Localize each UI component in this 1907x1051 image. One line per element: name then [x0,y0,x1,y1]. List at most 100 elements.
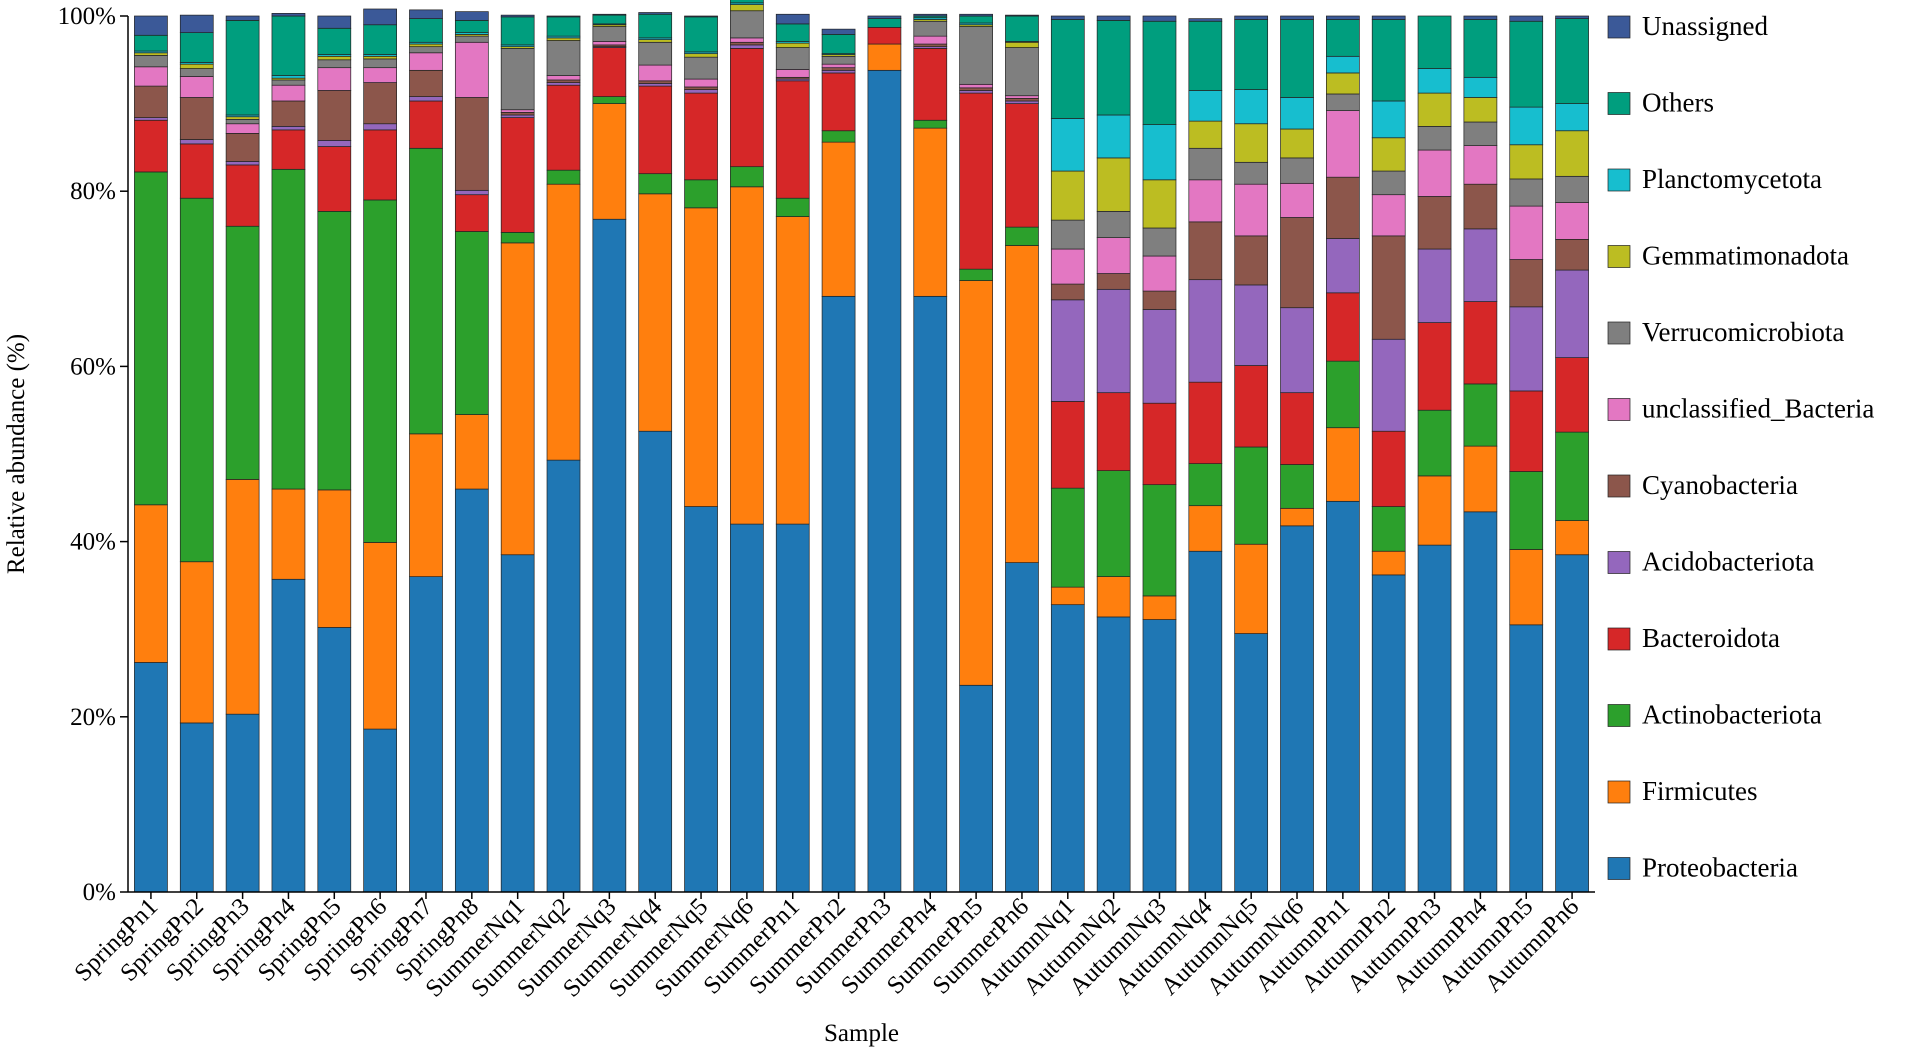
bar-segment-unclassified_Bacteria [592,41,627,46]
bar-segment-Cyanobacteria [684,86,718,90]
bar-segment-Firmicutes [867,43,902,71]
bar-stack-AutumnPn5 [1509,15,1544,893]
bar-segment-Others [592,14,627,25]
bar-segment-Proteobacteria [1509,624,1544,893]
bar-stack-SummerNq3 [592,13,627,893]
bar-segment-Unassigned [225,15,260,21]
legend-label: Cyanobacteria [1642,470,1798,500]
bar-segment-Planctomycetota [1050,118,1085,172]
bar-stack-SummerNq5 [684,15,718,893]
bar-segment-Verrucomicrobiota [821,55,856,65]
bar-segment-Gemmatimonadota [1234,123,1269,163]
bar-segment-Proteobacteria [592,218,627,893]
bar-segment-Proteobacteria [638,430,673,893]
bar-segment-Proteobacteria [454,488,489,893]
bar-segment-Bacteroidota [1463,301,1498,385]
bar-segment-Gemmatimonadota [409,43,443,48]
bar-segment-Firmicutes [409,433,443,577]
bar-segment-Verrucomicrobiota [1463,121,1498,146]
bar-segment-Firmicutes [1509,549,1544,626]
legend-label: Others [1642,88,1714,118]
legend-label: Actinobacteriota [1642,700,1822,730]
bar-segment-Bacteroidota [1417,322,1452,411]
bar-stack-SummerPn2 [821,28,856,893]
bar-segment-Cyanobacteria [546,79,581,83]
bar-segment-Firmicutes [1280,507,1314,527]
bar-segment-Actinobacteriota [1050,487,1085,588]
bar-segment-Others [1280,19,1314,98]
legend-label: Bacteroidota [1642,623,1780,653]
legend-item-Proteobacteria: Proteobacteria [1607,853,1798,883]
bar-segment-Proteobacteria [867,69,902,893]
bar-segment-Proteobacteria [317,627,352,893]
bar-segment-Acidobacteriota [363,123,397,131]
bar-segment-Others [409,18,443,43]
legend-label: Gemmatimonadota [1642,241,1849,271]
bar-segment-Firmicutes [1005,245,1039,563]
bar-segment-Proteobacteria [1371,574,1406,893]
legend-swatch [1607,245,1631,268]
bar-segment-Actinobacteriota [730,166,764,188]
bar-stack-AutumnNq5 [1234,15,1269,893]
bar-segment-Actinobacteriota [1463,383,1498,447]
bar-segment-Planctomycetota [1096,114,1131,159]
bar-segment-Actinobacteriota [225,225,260,480]
bar-segment-Actinobacteriota [1005,226,1039,246]
bar-stack-SpringPn5 [317,15,352,893]
bar-segment-Bacteroidota [1326,292,1360,362]
bar-segment-Acidobacteriota [1005,100,1039,104]
bar-segment-Gemmatimonadota [1005,41,1039,48]
bar-segment-Actinobacteriota [1188,463,1223,507]
bar-segment-Firmicutes [546,183,581,461]
bar-segment-Verrucomicrobiota [1555,175,1589,203]
bar-segment-Unassigned [546,15,581,18]
bar-stack-AutumnNq1 [1050,15,1085,893]
y-tick-label: 40% [70,529,116,556]
bar-segment-Acidobacteriota [1371,338,1406,432]
bar-segment-Bacteroidota [638,85,673,175]
bar-segment-Planctomycetota [1234,89,1269,125]
bar-segment-Actinobacteriota [592,96,627,104]
bar-segment-Proteobacteria [409,576,443,893]
bar-segment-Others [684,16,718,53]
bar-segment-unclassified_Bacteria [730,37,764,43]
bar-segment-Bacteroidota [225,164,260,227]
bar-segment-unclassified_Bacteria [1142,255,1177,292]
bar-segment-Unassigned [1371,15,1406,20]
bar-segment-unclassified_Bacteria [1326,110,1360,178]
bar-segment-Acidobacteriota [1417,248,1452,323]
bar-segment-Others [1555,18,1589,104]
bar-segment-Bacteroidota [271,129,306,170]
bar-stack-SpringPn4 [271,13,306,893]
bar-segment-Firmicutes [1188,505,1223,552]
bar-segment-Cyanobacteria [1234,235,1269,286]
bar-segment-Others [179,32,214,63]
bar-segment-Proteobacteria [775,523,810,893]
bar-segment-Verrucomicrobiota [271,79,306,86]
bar-segment-Firmicutes [500,242,535,556]
bar-segment-Proteobacteria [1050,604,1085,893]
bar-segment-Actinobacteriota [454,231,489,415]
bar-segment-Firmicutes [363,542,397,730]
bar-segment-Cyanobacteria [1509,259,1544,308]
bar-segment-unclassified_Bacteria [913,35,948,45]
legend-swatch [1607,321,1631,345]
bar-segment-Firmicutes [638,193,673,432]
bar-segment-Firmicutes [913,127,948,297]
bar-segment-Planctomycetota [1142,124,1177,181]
legend-item-Others: Others [1607,88,1714,118]
bar-segment-Verrucomicrobiota [225,119,260,125]
bar-segment-Cyanobacteria [500,112,535,116]
bar-segment-Verrucomicrobiota [1005,47,1039,97]
bar-segment-Others [1326,19,1360,57]
bar-segment-Cyanobacteria [317,90,352,141]
legend-swatch [1607,92,1631,115]
bar-segment-Actinobacteriota [1096,470,1131,577]
bar-segment-Firmicutes [1234,543,1269,634]
bar-segment-unclassified_Bacteria [1371,194,1406,237]
bar-segment-Others [1050,19,1085,119]
bar-segment-Unassigned [959,13,993,17]
legend-item-Acidobacteriota: Acidobacteriota [1607,547,1814,577]
bar-segment-Unassigned [134,15,168,36]
bar-segment-Cyanobacteria [179,97,214,140]
